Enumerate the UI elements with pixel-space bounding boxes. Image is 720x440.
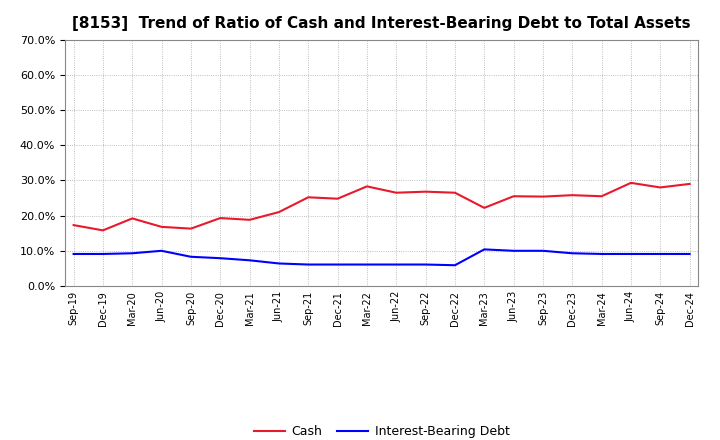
Cash [186, 226, 195, 231]
Interest-Bearing Debt [246, 258, 254, 263]
Cash [626, 180, 635, 186]
Legend: Cash, Interest-Bearing Debt: Cash, Interest-Bearing Debt [248, 420, 515, 440]
Cash [539, 194, 547, 199]
Interest-Bearing Debt [598, 251, 606, 257]
Interest-Bearing Debt [186, 254, 195, 260]
Interest-Bearing Debt [157, 248, 166, 253]
Cash [685, 181, 694, 187]
Interest-Bearing Debt [274, 261, 283, 266]
Interest-Bearing Debt [509, 248, 518, 253]
Cash [333, 196, 342, 202]
Interest-Bearing Debt [685, 251, 694, 257]
Cash [99, 228, 107, 233]
Cash [69, 223, 78, 228]
Interest-Bearing Debt [626, 251, 635, 257]
Cash [568, 193, 577, 198]
Cash [157, 224, 166, 230]
Interest-Bearing Debt [392, 262, 400, 267]
Interest-Bearing Debt [568, 251, 577, 256]
Cash [392, 190, 400, 195]
Cash [598, 194, 606, 199]
Interest-Bearing Debt [480, 247, 489, 252]
Cash [509, 194, 518, 199]
Interest-Bearing Debt [539, 248, 547, 253]
Title: [8153]  Trend of Ratio of Cash and Interest-Bearing Debt to Total Assets: [8153] Trend of Ratio of Cash and Intere… [72, 16, 691, 32]
Cash [304, 194, 312, 200]
Cash [216, 216, 225, 221]
Cash [656, 185, 665, 190]
Interest-Bearing Debt [304, 262, 312, 267]
Interest-Bearing Debt [99, 251, 107, 257]
Cash [421, 189, 430, 194]
Cash [451, 190, 459, 195]
Line: Interest-Bearing Debt: Interest-Bearing Debt [73, 249, 690, 265]
Interest-Bearing Debt [421, 262, 430, 267]
Interest-Bearing Debt [216, 256, 225, 261]
Cash [480, 205, 489, 210]
Cash [128, 216, 137, 221]
Interest-Bearing Debt [363, 262, 372, 267]
Interest-Bearing Debt [69, 251, 78, 257]
Interest-Bearing Debt [451, 263, 459, 268]
Cash [363, 184, 372, 189]
Line: Cash: Cash [73, 183, 690, 231]
Interest-Bearing Debt [333, 262, 342, 267]
Cash [246, 217, 254, 223]
Interest-Bearing Debt [128, 251, 137, 256]
Cash [274, 209, 283, 215]
Interest-Bearing Debt [656, 251, 665, 257]
